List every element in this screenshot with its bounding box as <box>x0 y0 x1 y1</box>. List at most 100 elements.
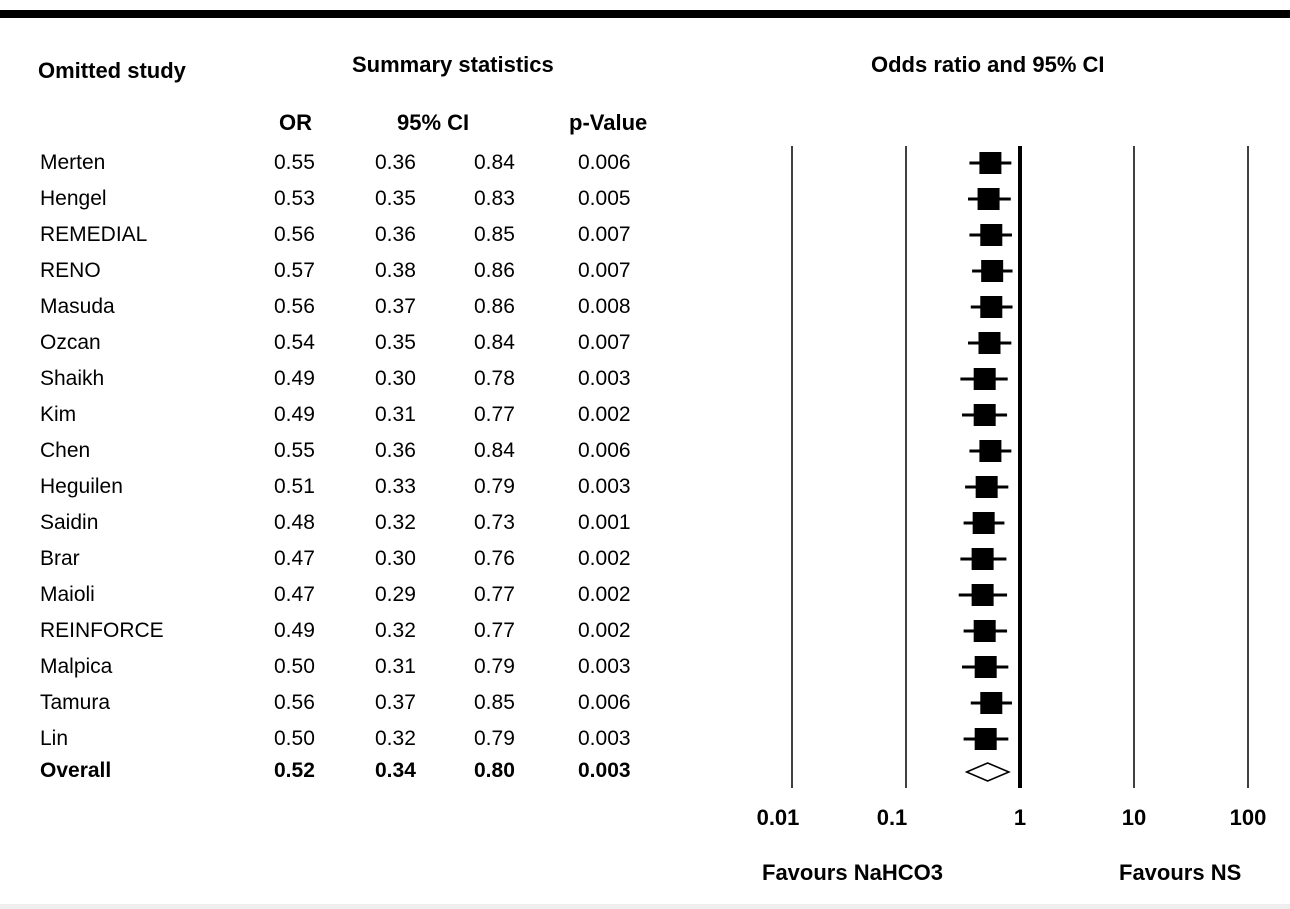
ci-lower: 0.29 <box>375 583 416 606</box>
x-tick-label: 0.1 <box>876 805 908 830</box>
ci-lower: 0.32 <box>375 511 416 534</box>
p-value: 0.005 <box>578 187 631 210</box>
header-p-value: p-Value <box>569 110 648 135</box>
ci-upper: 0.84 <box>474 331 515 354</box>
p-value: 0.003 <box>578 727 631 750</box>
ci-upper: 0.84 <box>474 439 515 462</box>
p-value: 0.002 <box>578 619 631 642</box>
p-value: 0.006 <box>578 151 631 174</box>
ci-upper: 0.79 <box>474 727 515 750</box>
x-tick-label: 1 <box>1013 805 1027 830</box>
or-value: 0.53 <box>274 187 315 210</box>
ci-lower: 0.37 <box>375 295 416 318</box>
study-name: Brar <box>40 547 80 570</box>
study-name: REMEDIAL <box>40 223 148 246</box>
p-value: 0.007 <box>578 259 631 282</box>
point-estimate-square <box>974 728 997 750</box>
ci-lower: 0.36 <box>375 223 416 246</box>
x-tick-label: 0.01 <box>756 805 800 830</box>
point-estimate-square <box>979 440 1002 462</box>
study-name: Masuda <box>40 295 115 318</box>
study-name: Saidin <box>40 511 99 534</box>
study-name: Tamura <box>40 691 111 714</box>
or-value: 0.47 <box>274 583 315 606</box>
ci-lower: 0.35 <box>375 331 416 354</box>
study-name: Chen <box>40 439 91 462</box>
point-estimate-square <box>980 692 1003 714</box>
ci-upper: 0.76 <box>474 547 515 570</box>
point-estimate-square <box>971 584 994 606</box>
header-odds-ratio-ci: Odds ratio and 95% CI <box>871 52 1105 77</box>
or-value: 0.47 <box>274 547 315 570</box>
ci-lower: 0.35 <box>375 187 416 210</box>
ci-lower: 0.37 <box>375 691 416 714</box>
ci-lower: 0.32 <box>375 619 416 642</box>
p-value: 0.003 <box>578 475 631 498</box>
ci-lower: 0.36 <box>375 151 416 174</box>
study-name: Heguilen <box>40 475 123 498</box>
study-name: Maioli <box>40 583 95 606</box>
ci-upper: 0.79 <box>474 655 515 678</box>
point-estimate-square <box>980 296 1003 318</box>
ci-upper: 0.85 <box>474 691 515 714</box>
or-value: 0.50 <box>274 655 315 678</box>
point-estimate-square <box>979 152 1002 174</box>
or-value: 0.56 <box>274 295 315 318</box>
study-name: RENO <box>40 259 101 282</box>
header-omitted-study: Omitted study <box>38 58 186 83</box>
p-value: 0.006 <box>578 439 631 462</box>
or-value: 0.54 <box>274 331 315 354</box>
or-value: 0.48 <box>274 511 315 534</box>
or-value: 0.49 <box>274 619 315 642</box>
p-value: 0.006 <box>578 691 631 714</box>
p-value: 0.002 <box>578 547 631 570</box>
study-name: Malpica <box>40 655 113 678</box>
overall-ci-upper: 0.80 <box>474 759 515 782</box>
point-estimate-square <box>973 620 996 642</box>
ci-upper: 0.77 <box>474 583 515 606</box>
ci-upper: 0.84 <box>474 151 515 174</box>
ci-upper: 0.73 <box>474 511 515 534</box>
ci-upper: 0.86 <box>474 295 515 318</box>
ci-lower: 0.36 <box>375 439 416 462</box>
p-value: 0.007 <box>578 223 631 246</box>
ci-upper: 0.77 <box>474 619 515 642</box>
study-name: Kim <box>40 403 77 426</box>
ci-upper: 0.85 <box>474 223 515 246</box>
or-value: 0.56 <box>274 691 315 714</box>
p-value: 0.008 <box>578 295 631 318</box>
overall-or-value: 0.52 <box>274 759 315 782</box>
or-value: 0.51 <box>274 475 315 498</box>
point-estimate-square <box>971 548 994 570</box>
x-tick-label: 100 <box>1229 805 1267 830</box>
point-estimate-square <box>978 332 1001 354</box>
p-value: 0.002 <box>578 583 631 606</box>
point-estimate-square <box>972 512 995 534</box>
p-value: 0.003 <box>578 655 631 678</box>
overall-study-name: Overall <box>40 759 112 782</box>
p-value: 0.003 <box>578 367 631 390</box>
header-95-ci: 95% CI <box>397 110 470 135</box>
point-estimate-square <box>973 368 996 390</box>
ci-upper: 0.78 <box>474 367 515 390</box>
header-summary-statistics: Summary statistics <box>352 52 554 77</box>
point-estimate-square <box>974 656 997 678</box>
favours-left-label: Favours NaHCO3 <box>762 860 943 885</box>
overall-ci-lower: 0.34 <box>375 759 416 782</box>
or-value: 0.56 <box>274 223 315 246</box>
ci-upper: 0.86 <box>474 259 515 282</box>
ci-lower: 0.31 <box>375 655 416 678</box>
top-rule <box>0 10 1290 18</box>
ci-lower: 0.30 <box>375 547 416 570</box>
or-value: 0.55 <box>274 439 315 462</box>
favours-right-label: Favours NS <box>1119 860 1242 885</box>
p-value: 0.001 <box>578 511 631 534</box>
study-name: Merten <box>40 151 106 174</box>
point-estimate-square <box>977 188 1000 210</box>
point-estimate-square <box>973 404 996 426</box>
or-value: 0.49 <box>274 403 315 426</box>
study-name: Ozcan <box>40 331 101 354</box>
overall-p-value: 0.003 <box>578 759 631 782</box>
